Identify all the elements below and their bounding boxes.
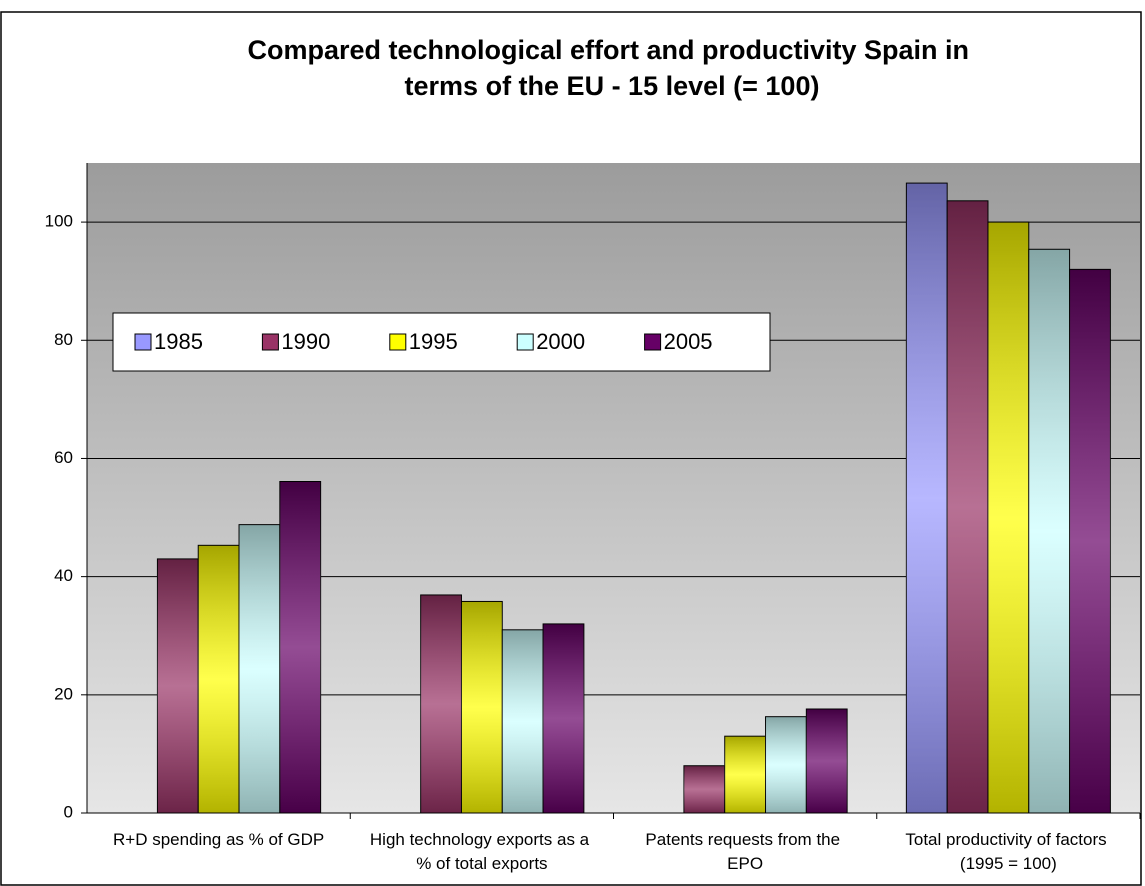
x-tick-label: Total productivity of factors (1995 = 10… — [905, 830, 1111, 873]
legend-label: 1985 — [154, 329, 203, 354]
bar-highlight — [906, 183, 948, 813]
x-tick-label: R+D spending as % of GDP — [113, 830, 324, 849]
y-tick-label: 80 — [54, 330, 73, 349]
legend-label: 2000 — [536, 329, 585, 354]
legend-label: 1990 — [281, 329, 330, 354]
bar-highlight — [502, 629, 544, 813]
legend-swatch — [516, 333, 534, 351]
bar-highlight — [461, 601, 503, 813]
bar-highlight — [198, 545, 240, 813]
legend-swatch — [261, 333, 279, 351]
y-tick-label: 60 — [54, 448, 73, 467]
bar-highlight — [683, 765, 725, 813]
legend-swatch — [389, 333, 407, 351]
x-tick-label: Patents requests from the EPO — [645, 830, 844, 873]
y-tick-label: 0 — [64, 802, 73, 821]
legend-label: 1995 — [409, 329, 458, 354]
bar-highlight — [947, 200, 988, 813]
legend-swatch — [644, 333, 662, 351]
bar-highlight — [1028, 249, 1070, 814]
bar-highlight — [724, 736, 766, 813]
x-tick-label: High technology exports as a % of total … — [370, 830, 594, 873]
y-tick-label: 20 — [54, 684, 73, 703]
bar-highlight — [157, 558, 199, 813]
legend-swatch — [134, 333, 152, 351]
y-tick-label: 100 — [45, 212, 73, 231]
chart-title: Compared technological effort and produc… — [247, 35, 976, 101]
bar-highlight — [420, 594, 462, 813]
bar-highlight — [279, 481, 321, 813]
y-tick-label: 40 — [54, 566, 73, 585]
bar-highlight — [1069, 269, 1111, 813]
legend-label: 2005 — [664, 329, 713, 354]
bar-highlight — [543, 623, 584, 813]
bar-highlight — [987, 222, 1029, 813]
bar-highlight — [239, 524, 280, 813]
bar-highlight — [806, 709, 848, 813]
bar-highlight — [765, 716, 807, 813]
